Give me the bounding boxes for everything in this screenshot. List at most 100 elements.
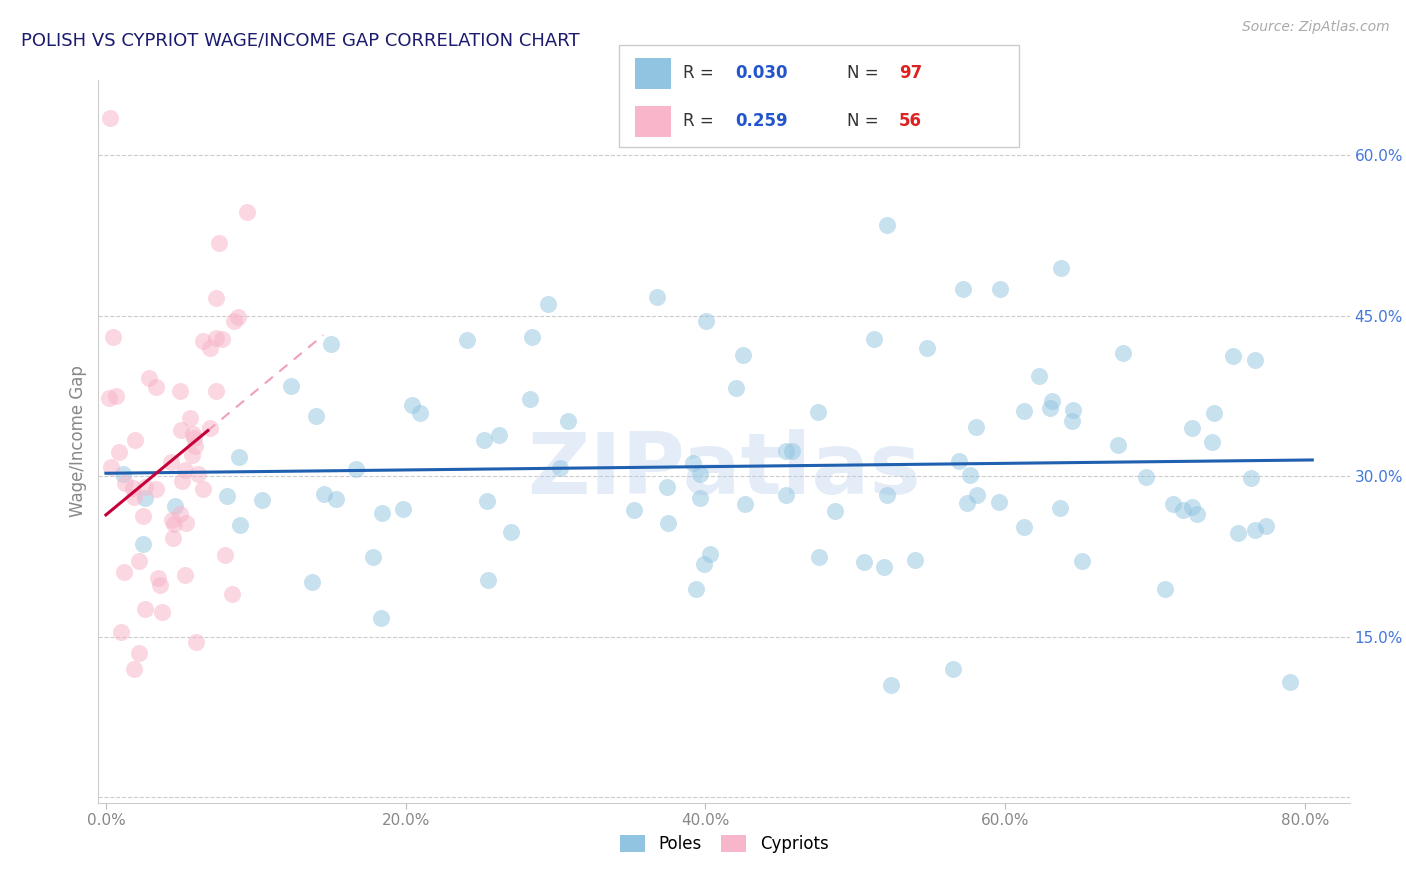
Point [152, 606, 174, 620]
Point [134, 480, 156, 494]
Point [537, 297, 560, 311]
Point [174, 568, 197, 582]
Point [179, 411, 201, 425]
Point [731, 348, 754, 362]
Point [1071, 554, 1094, 568]
Point [174, 516, 197, 530]
Text: 0.030: 0.030 [735, 64, 787, 82]
Point [134, 491, 156, 506]
Point [519, 392, 541, 406]
Point [879, 678, 901, 692]
Point [100, 460, 122, 475]
Point [1062, 414, 1084, 428]
Point [193, 334, 215, 349]
Point [193, 482, 215, 496]
Point [138, 371, 160, 385]
Point [682, 457, 704, 471]
Point [121, 481, 143, 495]
Point [409, 406, 432, 420]
Point [211, 332, 233, 346]
Point [392, 502, 415, 516]
Point [215, 490, 238, 504]
Point [456, 334, 478, 348]
Point [685, 582, 707, 596]
Point [112, 566, 135, 580]
Point [863, 332, 886, 346]
Point [181, 448, 204, 462]
Point [1039, 401, 1062, 415]
Point [145, 380, 167, 394]
Point [475, 494, 498, 508]
Point [488, 428, 510, 442]
Point [134, 601, 156, 615]
Point [229, 518, 252, 533]
Point [148, 571, 170, 585]
Point [1279, 675, 1302, 690]
Point [124, 433, 146, 447]
Point [987, 495, 1010, 509]
Point [1173, 503, 1195, 517]
Point [775, 443, 797, 458]
Point [1244, 352, 1267, 367]
Text: 97: 97 [900, 64, 922, 82]
Point [110, 624, 132, 639]
Point [775, 488, 797, 502]
Point [807, 405, 830, 419]
Point [321, 337, 343, 351]
Point [1107, 437, 1129, 451]
Point [1161, 497, 1184, 511]
Text: R =: R = [683, 112, 718, 129]
Point [235, 204, 257, 219]
Y-axis label: Wage/Income Gap: Wage/Income Gap [69, 366, 87, 517]
Point [100, 111, 122, 125]
Point [214, 548, 236, 562]
Point [655, 480, 678, 494]
Point [187, 467, 209, 481]
Point [169, 384, 191, 399]
Point [1050, 260, 1073, 275]
Point [103, 330, 125, 344]
Point [1222, 349, 1244, 363]
Point [132, 509, 155, 524]
FancyBboxPatch shape [619, 45, 1019, 147]
Point [145, 482, 167, 496]
Point [725, 381, 748, 395]
Point [174, 463, 197, 477]
Text: 0.259: 0.259 [735, 112, 787, 129]
Point [183, 431, 205, 445]
Point [1254, 519, 1277, 533]
Point [252, 493, 274, 508]
Text: R =: R = [683, 64, 718, 82]
Text: N =: N = [846, 112, 884, 129]
Point [169, 507, 191, 521]
Point [98, 392, 121, 406]
Point [163, 516, 186, 531]
Point [122, 490, 145, 504]
Point [208, 235, 231, 250]
Point [782, 444, 804, 458]
Point [198, 341, 221, 355]
Point [1240, 471, 1263, 485]
Point [170, 424, 193, 438]
Point [131, 537, 153, 551]
Point [222, 314, 245, 328]
Point [1185, 507, 1208, 521]
Point [280, 379, 302, 393]
Point [205, 291, 228, 305]
Point [988, 282, 1011, 296]
Point [1181, 500, 1204, 515]
Point [1244, 523, 1267, 537]
Point [959, 467, 981, 482]
Point [184, 635, 207, 649]
Point [1049, 500, 1071, 515]
Point [689, 491, 711, 505]
Point [105, 389, 128, 403]
Point [1012, 520, 1035, 534]
Point [952, 282, 974, 296]
Point [1201, 435, 1223, 450]
Point [163, 499, 186, 513]
Point [1040, 393, 1063, 408]
Point [160, 513, 183, 527]
FancyBboxPatch shape [634, 58, 671, 88]
Point [657, 516, 679, 530]
